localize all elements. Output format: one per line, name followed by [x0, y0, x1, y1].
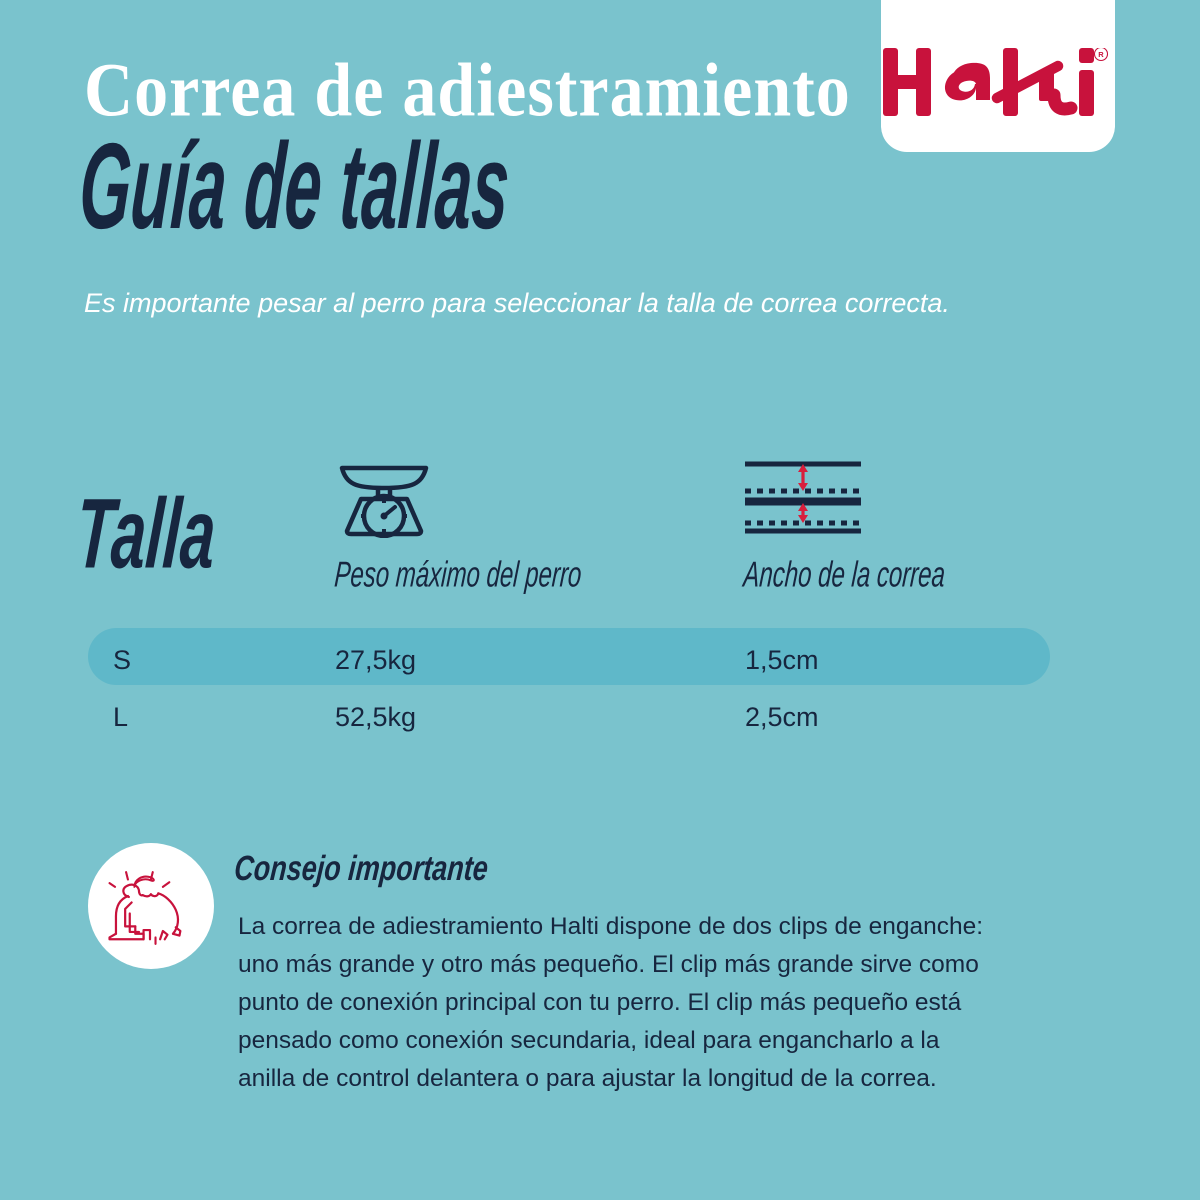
- svg-text:R: R: [1098, 50, 1104, 59]
